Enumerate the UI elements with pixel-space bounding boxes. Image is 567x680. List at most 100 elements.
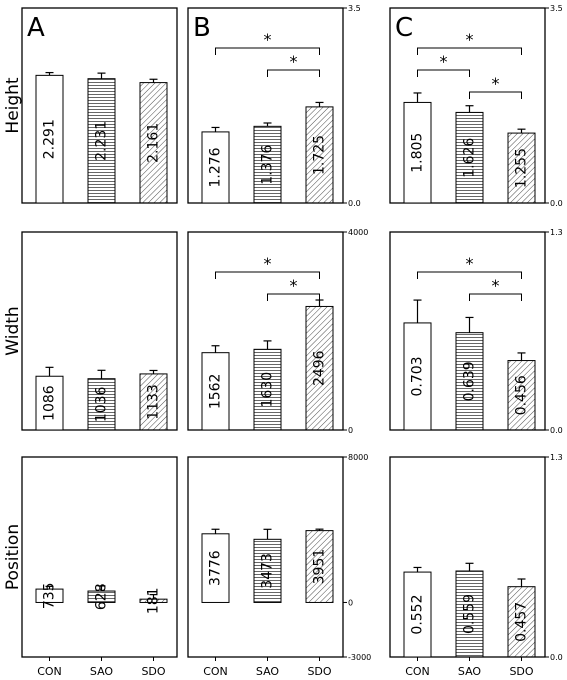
y-tick-label: 1.3 (550, 453, 563, 462)
row-label-position: Position (3, 524, 23, 590)
y-tick-label: 0.0 (550, 426, 563, 435)
panel-width-c: 0.0 1.3 0.703 0.639 0.456 * * (389, 228, 563, 435)
bar-con (403, 322, 432, 431)
bar-sao (253, 125, 282, 204)
x-tick-label-con: CON (405, 665, 430, 678)
bar-sdo (507, 586, 536, 658)
panel-frame (187, 456, 344, 658)
y-tick-label: 3.5 (348, 4, 361, 13)
x-tick-label-con: CON (37, 665, 62, 678)
significance-bracket: * (215, 30, 320, 55)
significance-star: * (440, 52, 448, 71)
significance-star: * (466, 254, 474, 273)
bar-con (201, 533, 230, 603)
significance-star: * (492, 276, 500, 295)
y-tick-label: 0 (348, 598, 353, 607)
bar-con (201, 131, 230, 204)
bar-sdo (305, 106, 334, 204)
y-tick-label: 0.0 (348, 199, 361, 208)
value-label: 1.805 (410, 133, 426, 173)
bracket-line (215, 271, 320, 279)
value-label: 1562 (208, 374, 224, 410)
value-label: 3951 (312, 549, 328, 585)
column-label-c: C (395, 13, 413, 43)
y-tick-label: 0 (348, 426, 353, 435)
value-label: 1.276 (208, 147, 224, 187)
x-tick-label-sdo: SDO (307, 665, 331, 678)
value-label: 2.231 (94, 121, 110, 161)
bracket-line (469, 293, 522, 301)
value-label: 1133 (146, 384, 162, 420)
bracket-line (267, 293, 320, 301)
significance-bracket: * (267, 276, 320, 301)
row-label-width: Width (3, 306, 23, 355)
panel-height-c: C 0.0 3.5 1.805 1.626 1.255 * * * (389, 4, 563, 208)
value-label: 3776 (208, 550, 224, 586)
panel-position-a: 735 628 181 CON SAO SDO (21, 456, 178, 678)
bar-sdo (139, 82, 168, 204)
x-tick-label-sao: SAO (90, 665, 114, 678)
value-label: 2.161 (146, 123, 162, 163)
value-label: 628 (94, 583, 110, 610)
x-tick-label-sao: SAO (458, 665, 482, 678)
column-label-a: A (27, 13, 45, 43)
bar-sdo (139, 373, 168, 431)
value-label: 0.552 (410, 594, 426, 634)
y-tick-label: 1.3 (550, 228, 563, 237)
y-tick-label: 8000 (348, 453, 368, 462)
bracket-line (417, 69, 470, 77)
bracket-line (267, 69, 320, 77)
value-label: 2.291 (42, 119, 58, 159)
significance-bracket: * (267, 52, 320, 77)
bar-sdo (305, 530, 334, 603)
x-tick-label-sao: SAO (256, 665, 280, 678)
bar-sdo (507, 360, 536, 431)
significance-bracket: * (417, 254, 522, 279)
value-label: 0.457 (514, 602, 530, 642)
x-tick-label-con: CON (203, 665, 228, 678)
bar-con (403, 101, 432, 204)
bar-sdo (507, 132, 536, 204)
significance-bracket: * (469, 276, 522, 301)
value-label: 1.255 (514, 148, 530, 188)
value-label: 1036 (94, 386, 110, 422)
significance-star: * (264, 30, 272, 49)
y-tick-label: 0.0 (550, 199, 563, 208)
value-label: 2496 (312, 350, 328, 386)
value-label: 181 (146, 587, 162, 614)
bar-sao (253, 348, 282, 431)
value-label: 0.456 (514, 375, 530, 415)
panel-position-b: -3000 0 8000 3776 3473 3951 CON SAO SDO (187, 453, 371, 678)
value-label: 1.376 (260, 145, 276, 185)
y-tick-label: -3000 (348, 653, 371, 662)
bracket-line (469, 91, 522, 99)
value-label: 0.559 (462, 594, 478, 634)
value-label: 0.703 (410, 356, 426, 396)
bar-con (201, 352, 230, 431)
y-tick-label: 3.5 (550, 4, 563, 13)
row-label-height: Height (3, 77, 23, 134)
bar-sao (87, 78, 116, 204)
value-label: 1630 (260, 372, 276, 408)
x-tick-label-sdo: SDO (141, 665, 165, 678)
significance-star: * (290, 52, 298, 71)
panel-height-b: B 0.0 3.5 1.276 1.376 1.725 * * (187, 4, 361, 208)
value-label: 1086 (42, 385, 58, 421)
y-tick-label: 0.0 (550, 653, 563, 662)
significance-star: * (290, 276, 298, 295)
value-label: 1.725 (312, 135, 328, 175)
bracket-line (215, 47, 320, 55)
significance-star: * (492, 74, 500, 93)
panel-width-a: 1086 1036 1133 (21, 231, 178, 431)
panel-width-b: 0 4000 1562 1630 2496 * * (187, 228, 368, 435)
panel-position-c: 0.0 1.3 0.552 0.559 0.457 CON SAO SDO (389, 453, 563, 678)
bar-sdo (305, 305, 334, 431)
bracket-line (417, 47, 522, 55)
significance-star: * (264, 254, 272, 273)
significance-bracket: * (215, 254, 320, 279)
value-label: 735 (42, 582, 58, 609)
significance-bracket: * (469, 74, 522, 99)
bar-con (403, 571, 432, 658)
significance-bracket: * (417, 52, 470, 77)
